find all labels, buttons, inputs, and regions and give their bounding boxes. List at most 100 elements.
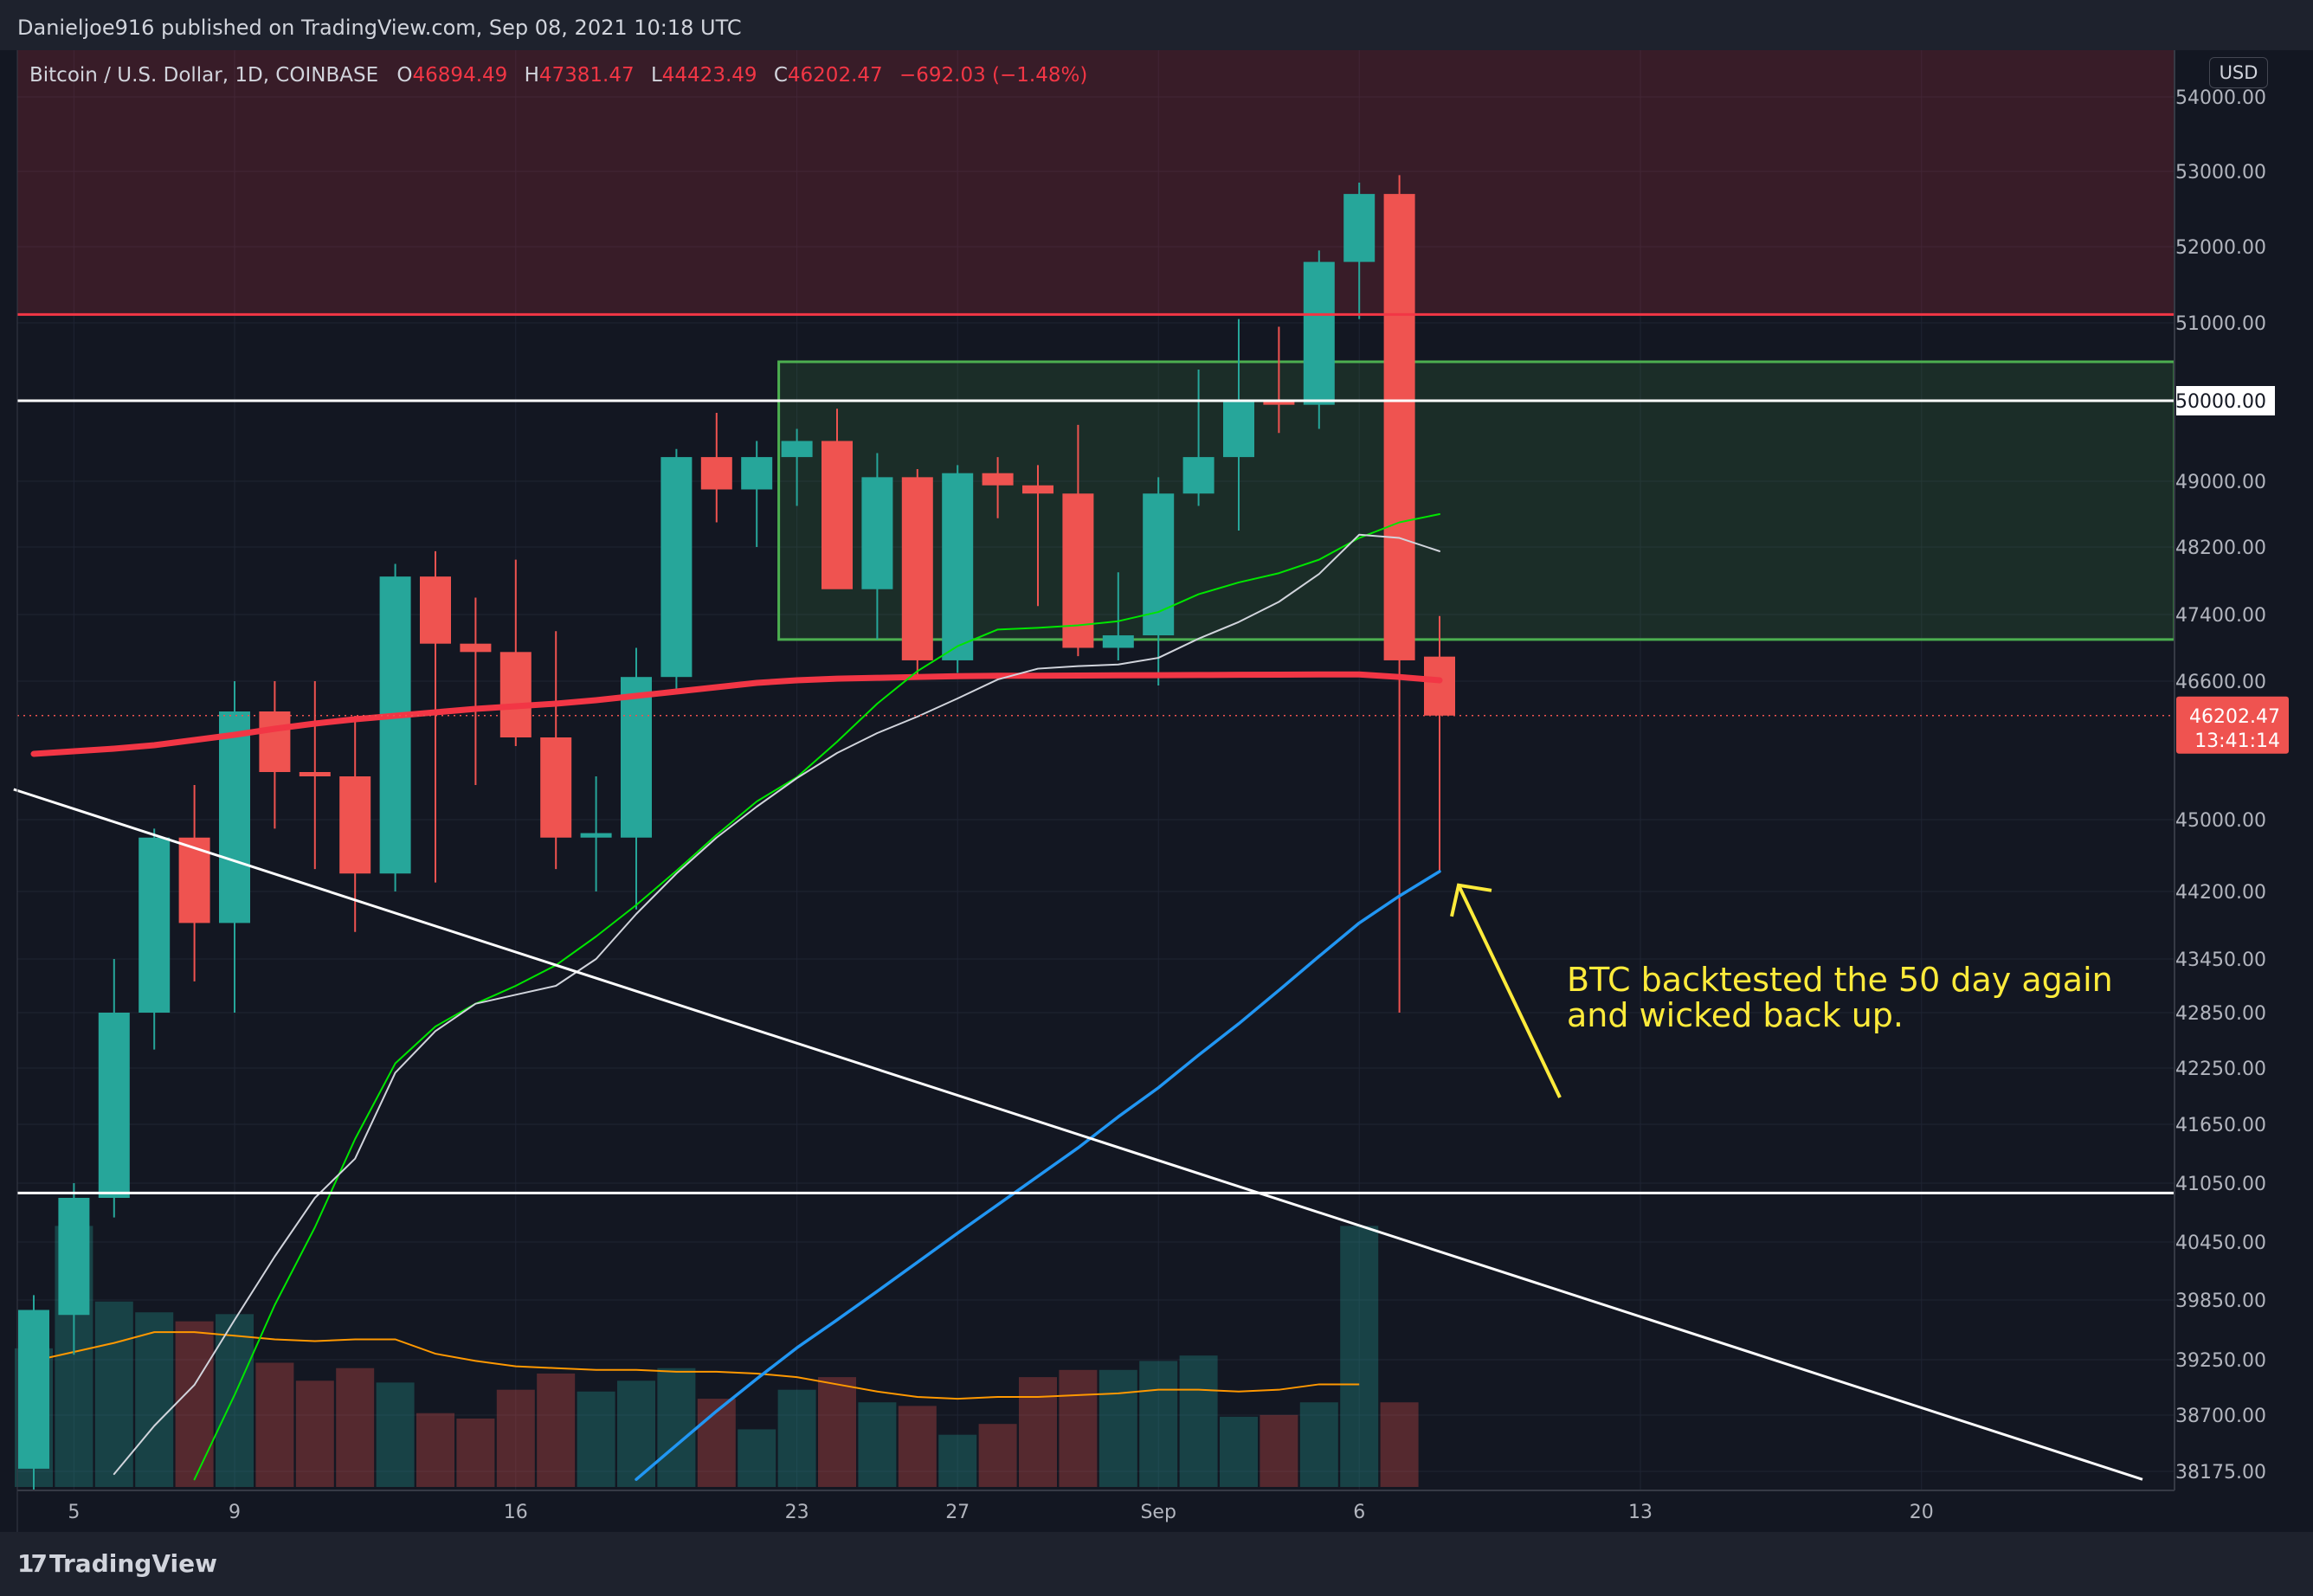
candle-body [901, 477, 933, 660]
candle [299, 681, 331, 870]
brand-name: TradingView [48, 1549, 217, 1578]
candle [98, 959, 130, 1218]
volume-bar [336, 1368, 375, 1487]
candle-body [139, 837, 171, 1013]
price-tag [2176, 696, 2289, 754]
price-tag-value: 46202.47 [2189, 706, 2280, 728]
volume-bar [978, 1424, 1017, 1487]
candle-body [460, 643, 492, 653]
price-tick-label: 41050.00 [2175, 1174, 2266, 1195]
candle [1303, 250, 1335, 429]
price-tick-label: 43450.00 [2175, 949, 2266, 971]
annotation-arrow [1457, 884, 1562, 1098]
candle [178, 785, 210, 981]
volume-bar [858, 1402, 897, 1487]
open-label: O [396, 64, 413, 87]
time-tick-label: Sep [1140, 1502, 1176, 1523]
volume-bar [1260, 1414, 1298, 1487]
annotation-line-1: BTC backtested the 50 day again [1567, 961, 2113, 999]
candle [259, 681, 291, 829]
candle [1424, 615, 1455, 872]
level-tag [2176, 386, 2275, 415]
candle-body [98, 1013, 130, 1198]
candle-body [1062, 493, 1094, 648]
candle [1143, 477, 1175, 685]
volume-bar [456, 1418, 495, 1487]
price-tick-label: 40450.00 [2175, 1232, 2266, 1254]
candle [460, 597, 492, 785]
ma-50-line [635, 870, 1441, 1482]
volume-bar [777, 1389, 816, 1487]
candle-body [942, 473, 974, 660]
candle-body [219, 711, 250, 923]
candle [861, 453, 893, 640]
candle-body [540, 737, 572, 838]
time-axis: 5 9 16 23 27 Sep 6 13 20 [0, 1490, 2313, 1532]
candle [499, 559, 532, 746]
candle-body [1102, 635, 1134, 648]
consolidation-box [777, 360, 2176, 641]
candle [660, 448, 693, 694]
candle-body [580, 833, 612, 838]
volume-bar [1139, 1361, 1178, 1487]
candle-body [420, 576, 451, 644]
candle [1102, 572, 1134, 660]
candle [1343, 183, 1376, 319]
price-axis: 54000.00 53000.00 52000.00 51000.00 50000.00… [2174, 50, 2313, 1532]
currency-button[interactable]: USD [2209, 57, 2268, 88]
candle [1263, 326, 1295, 434]
candle-body [1303, 261, 1335, 405]
price-tick-label: 41650.00 [2175, 1115, 2266, 1136]
level-tag-label: 50000.00 [2175, 391, 2266, 413]
candle [580, 776, 612, 891]
price-tick-label: 39850.00 [2175, 1290, 2266, 1312]
candle-body [621, 677, 652, 838]
candle [1223, 319, 1254, 531]
price-tick-label: 53000.00 [2175, 162, 2266, 183]
publish-bar: Danieljoe916 published on TradingView.co… [0, 0, 2313, 50]
candle-body [1343, 194, 1376, 262]
candle-body [1424, 656, 1455, 716]
change-value: −692.03 (−1.48%) [899, 64, 1088, 87]
candle-body [781, 441, 813, 458]
volume-bar [537, 1373, 576, 1487]
candle [540, 631, 572, 870]
low-label: L [650, 64, 662, 87]
candle [18, 1295, 49, 1512]
close-value: 46202.47 [787, 64, 883, 87]
volume-bar [94, 1301, 133, 1487]
price-tag-countdown: 13:41:14 [2194, 730, 2280, 752]
volume-bar [1099, 1369, 1137, 1487]
volume-bar [577, 1391, 615, 1487]
symbol-legend: Bitcoin / U.S. Dollar, 1D, COINBASE O468… [29, 64, 1098, 87]
price-tick-label: 44200.00 [2175, 882, 2266, 904]
time-tick-label: 13 [1628, 1502, 1653, 1523]
candle [1062, 424, 1094, 657]
candle-body [1022, 485, 1053, 494]
candle-body [339, 776, 371, 874]
price-tick-label: 39250.00 [2175, 1350, 2266, 1372]
candle [339, 716, 371, 932]
candle-body [1383, 194, 1415, 660]
candle-body [379, 576, 411, 874]
volume-bar [617, 1380, 655, 1487]
volume-bar [295, 1380, 334, 1487]
price-tick-label: 38700.00 [2175, 1406, 2266, 1427]
volume-bar [1299, 1402, 1338, 1487]
volume-bar [938, 1434, 977, 1487]
price-tick-label: 49000.00 [2175, 472, 2266, 493]
time-tick-label: 6 [1353, 1502, 1365, 1523]
price-axis-bg [2174, 50, 2313, 1490]
candle-body [982, 473, 1014, 486]
volume-series [15, 1226, 1419, 1487]
time-tick-label: 20 [1910, 1502, 1934, 1523]
tradingview-logo[interactable]: 17 TradingView [17, 1549, 217, 1578]
candle-body [299, 772, 331, 776]
candle [901, 469, 933, 678]
price-tick-label: 42250.00 [2175, 1059, 2266, 1080]
candle [821, 409, 853, 589]
volume-bar [1019, 1377, 1057, 1487]
close-label: C [773, 64, 788, 87]
publish-info: Danieljoe916 published on TradingView.co… [17, 16, 742, 40]
